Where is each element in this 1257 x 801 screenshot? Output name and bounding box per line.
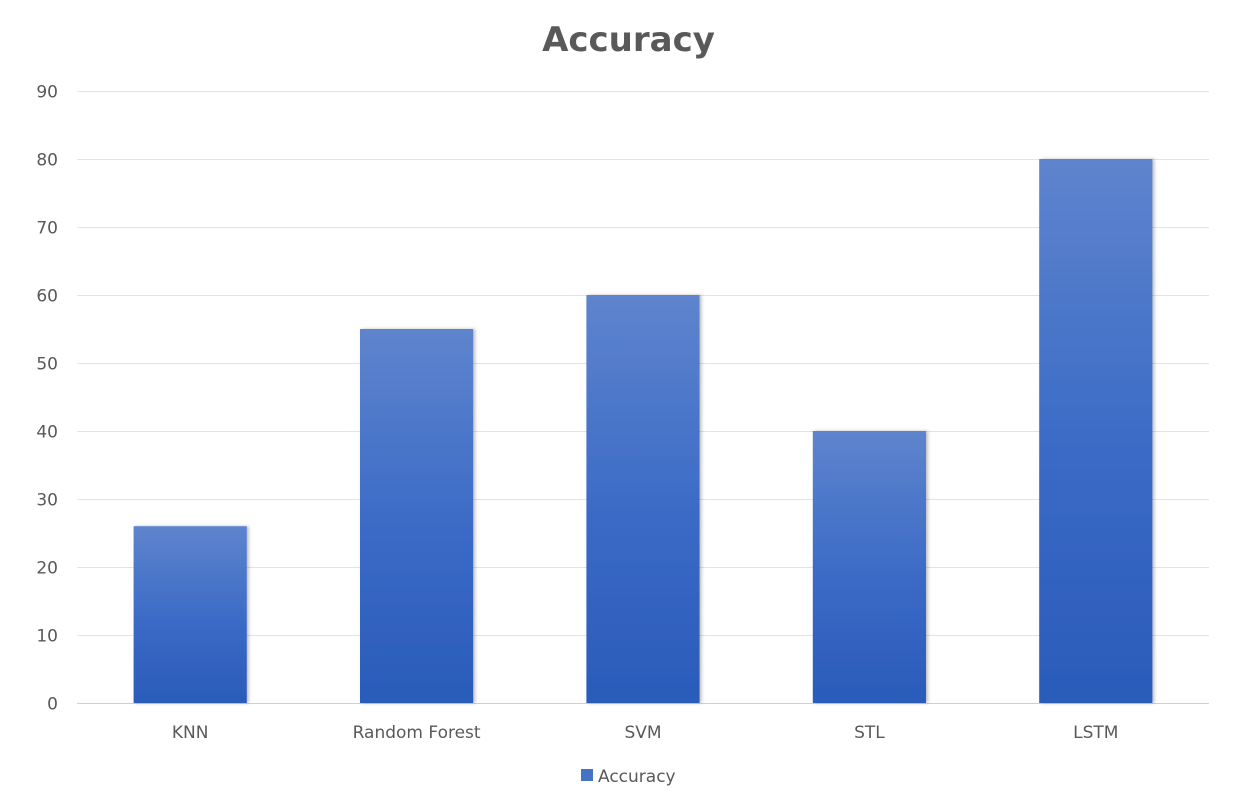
y-tick-label: 80 — [36, 151, 58, 171]
y-tick-label: 0 — [47, 695, 58, 715]
legend-swatch — [581, 769, 593, 781]
y-tick-label: 10 — [36, 627, 58, 647]
legend: Accuracy — [581, 767, 676, 787]
bar — [133, 526, 247, 703]
legend-label: Accuracy — [598, 767, 676, 787]
chart-title: Accuracy — [542, 20, 715, 60]
y-tick-label: 30 — [36, 491, 58, 511]
x-tick-label: SVM — [624, 723, 661, 743]
bars — [133, 159, 1153, 703]
y-axis-ticks: 0 10 20 30 40 50 60 70 80 90 — [36, 83, 58, 715]
x-tick-label: LSTM — [1073, 723, 1118, 743]
bar — [1039, 159, 1153, 703]
y-tick-label: 50 — [36, 355, 58, 375]
y-tick-label: 20 — [36, 559, 58, 579]
y-tick-label: 90 — [36, 83, 58, 103]
bar — [360, 329, 474, 703]
x-tick-label: KNN — [172, 723, 209, 743]
x-tick-label: STL — [854, 723, 885, 743]
bar — [812, 431, 926, 703]
x-axis-ticks: KNN Random Forest SVM STL LSTM — [172, 723, 1119, 743]
y-tick-label: 60 — [36, 287, 58, 307]
bar — [586, 295, 700, 703]
y-tick-label: 40 — [36, 423, 58, 443]
x-tick-label: Random Forest — [353, 723, 481, 743]
y-tick-label: 70 — [36, 219, 58, 239]
